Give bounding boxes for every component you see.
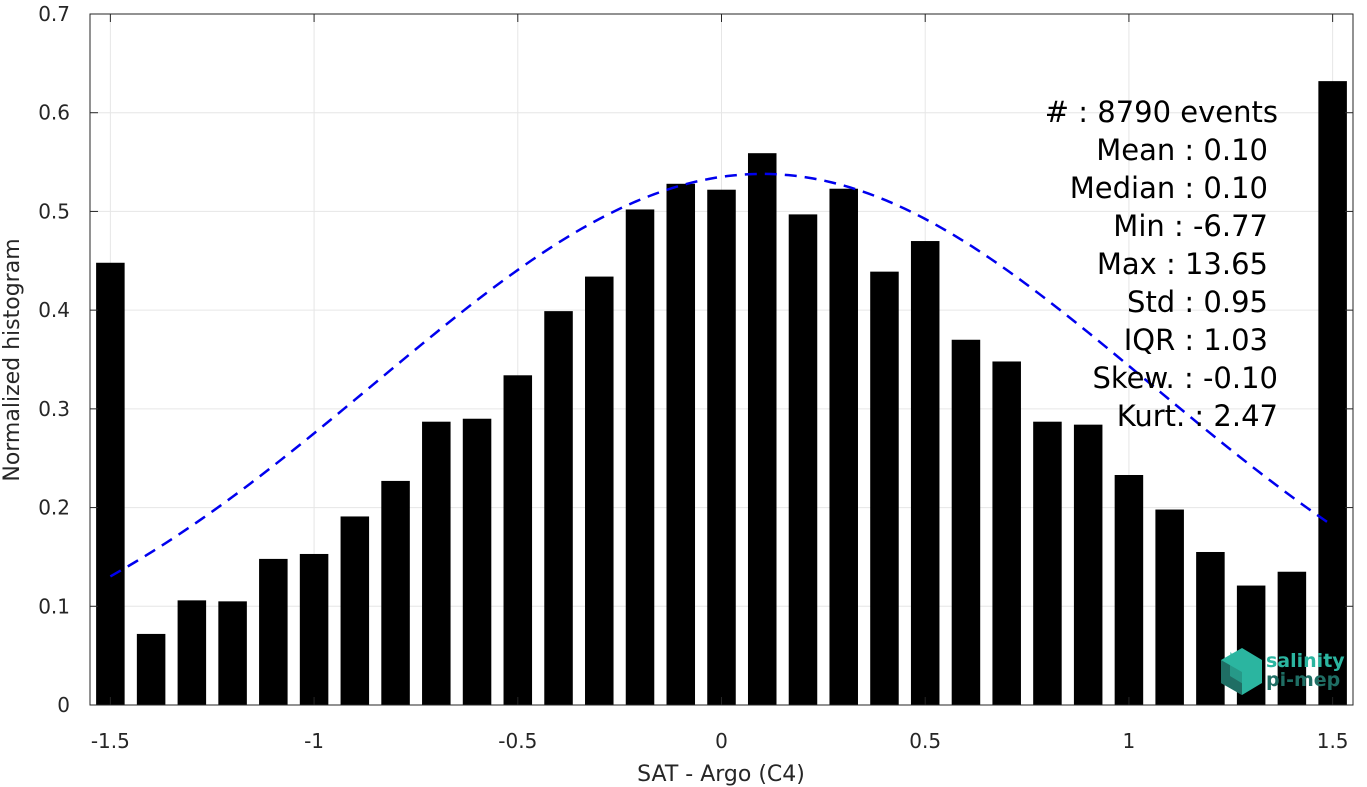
histogram-bar: [177, 600, 207, 705]
histogram-bar: [1114, 474, 1144, 705]
y-tick-label: 0.2: [38, 496, 70, 520]
histogram-bar: [829, 188, 858, 705]
histogram-bar: [585, 276, 614, 705]
x-axis: -1.5 -1 -0.5 0 0.5 1 1.5: [91, 14, 1349, 753]
stats-line: Std : 0.95: [1127, 285, 1268, 319]
histogram-bar: [1196, 551, 1225, 705]
stats-line: Skew. : -0.10: [1092, 361, 1278, 395]
histogram-bar: [992, 361, 1021, 705]
histogram-bar: [625, 209, 655, 705]
histogram-bar: [462, 418, 492, 705]
logo-text-salinity: salinity: [1266, 650, 1345, 672]
x-tick-label: -1.5: [91, 729, 130, 753]
y-tick-label: 0.4: [38, 298, 70, 322]
y-axis-title: Normalized histogram: [0, 238, 25, 481]
stats-line: Median : 0.10: [1070, 171, 1268, 205]
histogram-bar: [910, 241, 940, 706]
histogram-bar: [259, 558, 288, 705]
x-tick-label: -1: [304, 729, 324, 753]
fit-curve-layer: [109, 172, 1334, 578]
histogram-bar: [503, 375, 533, 705]
x-tick-label: 1.5: [1317, 729, 1349, 753]
histogram-bar: [299, 553, 329, 705]
histogram-bar: [747, 153, 777, 706]
stats-line: Max : 13.65: [1097, 247, 1268, 281]
histogram-bar: [1073, 424, 1103, 705]
histogram-bar: [1155, 509, 1184, 705]
y-tick-label: 0.3: [38, 397, 70, 421]
y-axis: 0 0.1 0.2 0.3 0.4 0.5 0.6 0.7: [38, 2, 1353, 717]
y-tick-label: 0: [57, 693, 70, 717]
stats-box: # : 8790 events Mean : 0.10 Median : 0.10 M…: [1045, 95, 1278, 433]
y-tick-label: 0.7: [38, 2, 70, 26]
histogram-bar: [707, 189, 736, 705]
stats-line: # : 8790 events: [1045, 95, 1278, 129]
x-axis-title: SAT - Argo (C4): [637, 762, 805, 787]
y-tick-label: 0.6: [38, 101, 70, 125]
histogram-bar: [136, 633, 166, 705]
x-tick-label: 0: [715, 729, 728, 753]
histogram-bar: [951, 339, 981, 705]
bars: [96, 81, 1347, 706]
histogram-bar: [96, 262, 125, 705]
histogram-bar: [1033, 421, 1062, 705]
y-tick-label: 0.5: [38, 199, 70, 223]
histogram-bar: [1277, 571, 1307, 705]
histogram-bar: [422, 421, 451, 705]
gaussian-fit-curve: [109, 172, 1334, 578]
histogram-bar: [870, 271, 899, 705]
histogram-bar: [544, 311, 573, 705]
histogram-bar: [218, 601, 247, 705]
histogram-bar: [340, 516, 370, 705]
salinity-pi-mep-logo: salinity pi-mep: [1221, 648, 1345, 695]
y-tick-label: 0.1: [38, 594, 70, 618]
stats-line: IQR : 1.03: [1124, 323, 1268, 357]
logo-text-pi-mep: pi-mep: [1266, 669, 1340, 691]
histogram-bar: [788, 214, 818, 705]
histogram-bar: [381, 480, 410, 705]
histogram-bar: [1318, 81, 1347, 705]
stats-line: Min : -6.77: [1113, 209, 1268, 243]
x-tick-label: 0.5: [909, 729, 941, 753]
x-tick-label: 1: [1123, 729, 1136, 753]
x-tick-label: -0.5: [498, 729, 537, 753]
histogram-bar: [666, 183, 696, 705]
cube-icon: [1221, 648, 1262, 695]
stats-line: Mean : 0.10: [1096, 133, 1268, 167]
stats-line: Kurt. : 2.47: [1117, 399, 1278, 433]
